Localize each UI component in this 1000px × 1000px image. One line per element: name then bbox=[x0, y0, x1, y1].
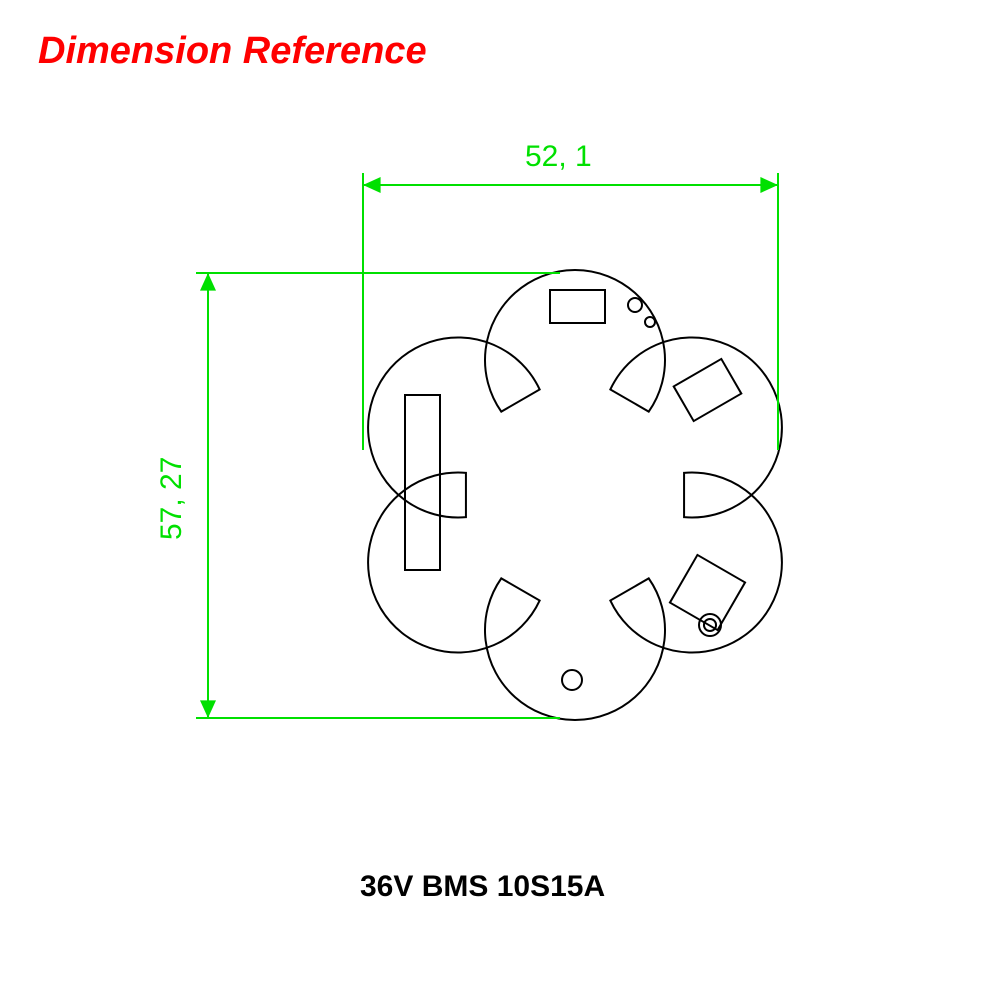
arrowhead bbox=[760, 177, 778, 193]
height-dimension-label: 57, 27 bbox=[155, 457, 189, 540]
hole-0 bbox=[628, 298, 642, 312]
pad-1 bbox=[674, 359, 742, 421]
pad-0 bbox=[550, 290, 605, 323]
arrowhead bbox=[200, 700, 216, 718]
width-dimension-label: 52, 1 bbox=[525, 140, 592, 174]
hole-1 bbox=[645, 317, 655, 327]
arrowhead bbox=[363, 177, 381, 193]
hole-3 bbox=[562, 670, 582, 690]
arrowhead bbox=[200, 273, 216, 291]
pcb-outline bbox=[368, 270, 782, 720]
pad-3 bbox=[405, 395, 440, 570]
dimension-drawing bbox=[0, 0, 1000, 1000]
